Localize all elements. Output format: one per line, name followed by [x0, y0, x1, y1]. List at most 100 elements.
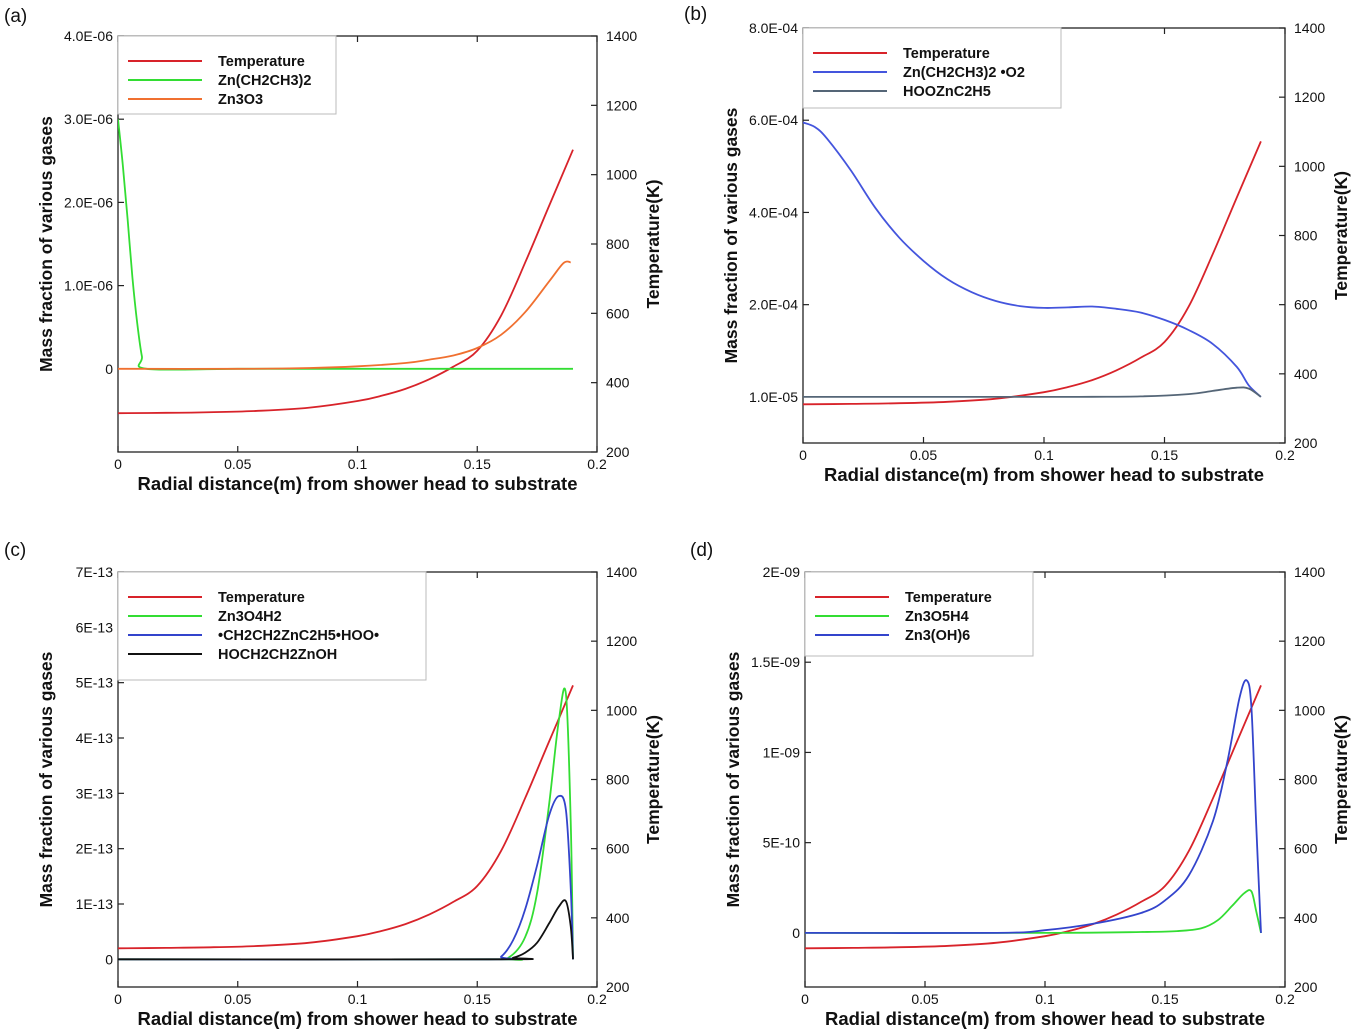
y2-tick-label: 200	[1294, 979, 1318, 995]
x-tick-label: 0.15	[464, 456, 491, 472]
x-tick-label: 0	[114, 991, 122, 1007]
x-tick-label: 0.2	[587, 456, 607, 472]
y-tick-label: 2E-13	[76, 841, 114, 857]
x-tick-label: 0.1	[1035, 991, 1055, 1007]
y2-tick-label: 400	[1294, 910, 1318, 926]
legend-box	[117, 35, 337, 115]
y2-tick-label: 1200	[1294, 633, 1325, 649]
legend-box	[802, 27, 1062, 109]
y2-tick-label: 1000	[606, 702, 637, 718]
x-tick-label: 0.15	[1151, 991, 1178, 1007]
y-tick-label: 5E-10	[763, 835, 801, 851]
x-tick-label: 0	[114, 456, 122, 472]
x-tick-label: 0.15	[464, 991, 491, 1007]
y-tick-label: 1E-09	[763, 744, 801, 760]
chart-panel-2: (b) 0 0.05 0.1 0.15 0.2 1.0E-05 2.0E-04 4.0E-04 6…	[684, 4, 1351, 485]
y-tick-label: 3E-13	[76, 785, 114, 801]
panel-label: (b)	[684, 4, 707, 25]
legend: Temperature Zn(CH2CH3)2 •O2 HOOZnC2H5	[802, 27, 1062, 109]
y-tick-label: 4.0E-06	[64, 28, 113, 44]
y2-tick-label: 1000	[1294, 158, 1325, 174]
x-tick-label: 0.05	[224, 456, 251, 472]
y-tick-label: 1.0E-06	[64, 278, 113, 294]
x-axis-title: Radial distance(m) from shower head to s…	[138, 1008, 578, 1029]
y2-tick-label: 400	[606, 910, 630, 926]
y2-tick-label: 800	[1294, 772, 1318, 788]
y2-tick-label: 1400	[1294, 20, 1325, 36]
y-tick-label: 7E-13	[76, 564, 114, 580]
x-tick-label: 0.2	[1275, 447, 1295, 463]
x-tick-label: 0.1	[348, 456, 368, 472]
y-tick-label: 4.0E-04	[749, 204, 798, 220]
y2-tick-label: 1200	[1294, 89, 1325, 105]
y2-tick-label: 600	[606, 305, 630, 321]
chart-panel-4: (d) 0 0.05 0.1 0.15 0.2 0 5E-10 1E-09 1.5E-09 2E-0…	[690, 540, 1351, 1029]
legend-label: Zn(CH2CH3)2	[218, 73, 311, 89]
y-tick-label: 4E-13	[76, 730, 114, 746]
legend: Temperature Zn3O5H4 Zn3(OH)6	[804, 571, 1034, 657]
y2-tick-label: 600	[606, 841, 630, 857]
y-tick-label: 6.0E-04	[749, 112, 798, 128]
legend-label: HOOZnC2H5	[903, 84, 991, 100]
series-line-2	[805, 889, 1262, 934]
legend-label: •CH2CH2ZnC2H5•HOO•	[218, 628, 379, 644]
series-line-3	[118, 260, 571, 370]
y2-axis-title: Temperature(K)	[1331, 715, 1351, 844]
y-tick-label: 2.0E-04	[749, 297, 798, 313]
y2-tick-label: 600	[1294, 841, 1318, 857]
series-line-2	[803, 121, 1262, 398]
legend-label: Zn3O4H2	[218, 609, 282, 625]
y-axis-title: Mass fraction of various gases	[723, 651, 743, 907]
series-line-2	[118, 119, 573, 371]
y2-tick-label: 200	[606, 444, 630, 460]
y-axis-title: Mass fraction of various gases	[721, 107, 741, 363]
y-tick-label: 2.0E-06	[64, 194, 113, 210]
y-tick-label: 5E-13	[76, 675, 114, 691]
y2-tick-label: 1400	[606, 28, 637, 44]
y2-tick-label: 600	[1294, 297, 1318, 313]
legend-label: Zn3O3	[218, 92, 263, 108]
panel-label: (d)	[690, 540, 713, 561]
legend-label: Temperature	[218, 54, 305, 70]
series-line-1	[118, 149, 574, 415]
chart-panel-1: (a) 0 0.05 0.1 0.15 0.2 0 1.0E-06 2.0E-06 3.0E-06…	[4, 6, 663, 494]
x-tick-label: 0	[799, 447, 807, 463]
legend-label: Temperature	[218, 590, 305, 606]
legend-label: HOCH2CH2ZnOH	[218, 647, 337, 663]
y2-tick-label: 1400	[1294, 564, 1325, 580]
x-axis-title: Radial distance(m) from shower head to s…	[825, 1008, 1265, 1029]
x-tick-label: 0.05	[911, 991, 938, 1007]
y-tick-label: 6E-13	[76, 619, 114, 635]
chart-panel-3: (c) 0 0.05 0.1 0.15 0.2 0 1E-13 2E-13 3E-13 4E-13 5…	[4, 540, 663, 1029]
legend-label: Zn3(OH)6	[905, 628, 970, 644]
y-tick-label: 2E-09	[763, 564, 801, 580]
x-tick-label: 0.1	[348, 991, 368, 1007]
y2-tick-label: 1200	[606, 97, 637, 113]
series-line-2	[118, 687, 574, 961]
y2-tick-label: 1400	[606, 564, 637, 580]
y2-tick-label: 1000	[606, 167, 637, 183]
legend-label: Zn3O5H4	[905, 609, 969, 625]
x-tick-label: 0.2	[587, 991, 607, 1007]
legend-label: Zn(CH2CH3)2 •O2	[903, 65, 1025, 81]
x-tick-label: 0.05	[910, 447, 937, 463]
y2-tick-label: 200	[606, 979, 630, 995]
legend-box	[804, 571, 1034, 657]
y-tick-label: 0	[792, 925, 800, 941]
y-tick-label: 1.0E-05	[749, 389, 798, 405]
legend: Temperature Zn3O4H2 •CH2CH2ZnC2H5•HOO• HOCH…	[117, 571, 427, 681]
y-tick-label: 8.0E-04	[749, 20, 798, 36]
x-tick-label: 0.1	[1034, 447, 1054, 463]
series-line-1	[803, 141, 1262, 406]
y2-tick-label: 200	[1294, 435, 1318, 451]
y-axis-title: Mass fraction of various gases	[36, 116, 56, 372]
y2-tick-label: 800	[606, 236, 630, 252]
legend-label: Temperature	[903, 46, 990, 62]
x-tick-label: 0.2	[1275, 991, 1295, 1007]
series-line-3	[803, 386, 1262, 398]
y-tick-label: 3.0E-06	[64, 111, 113, 127]
x-axis-title: Radial distance(m) from shower head to s…	[824, 464, 1264, 485]
x-axis-title: Radial distance(m) from shower head to s…	[138, 473, 578, 494]
y2-tick-label: 800	[606, 772, 630, 788]
